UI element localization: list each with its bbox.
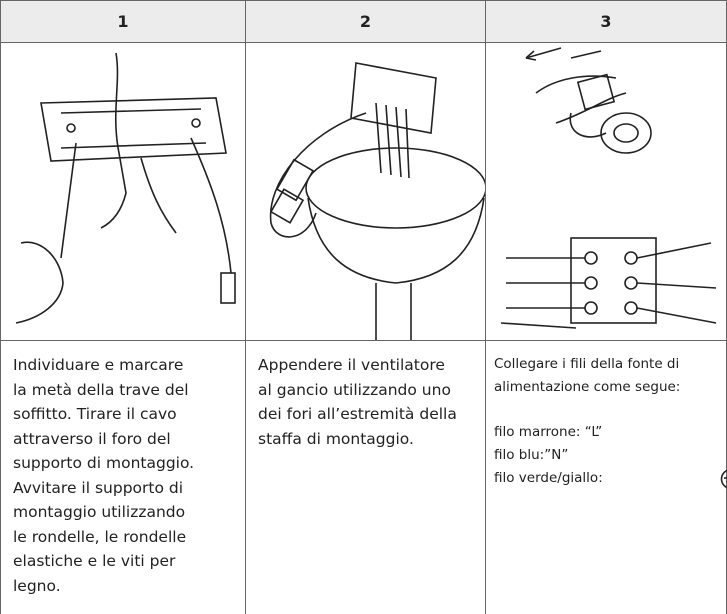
text-line: al gancio utilizzando uno	[258, 380, 451, 399]
paragraph: Individuare e marcare la metà della trave…	[13, 353, 235, 598]
text-line: staffa di montaggio.	[258, 429, 414, 448]
text-line: Individuare e marcare	[13, 356, 184, 374]
text-line: filo verde/giallo:	[494, 470, 603, 486]
illustration-cell	[0, 43, 246, 341]
step-text: Individuare e marcare la metà della trave…	[0, 341, 246, 614]
text-line: soffitto. Tirare il cavo	[13, 405, 177, 423]
step-text: Collegare i fili della fonte di alimentaz…	[486, 341, 727, 614]
illustration-mounting	[15, 52, 236, 324]
step-number: 1	[0, 0, 246, 43]
paragraph: Appendere il ventilatore al gancio utiliz…	[258, 353, 475, 451]
text-line: montaggio utilizzando	[13, 503, 186, 521]
text-line: dei fori all’estremità della	[258, 405, 457, 423]
paragraph: filo marrone: “L” filo blu:”N” filo verde/…	[494, 421, 716, 490]
illustration-cell	[486, 43, 727, 341]
text-line: elastiche e le viti per	[13, 552, 176, 570]
text-line: Appendere il ventilatore	[258, 356, 445, 374]
step-text: Appendere il ventilatore al gancio utiliz…	[246, 341, 486, 614]
illustration-cell	[246, 43, 486, 341]
text-line: Avvitare il supporto di	[13, 478, 184, 497]
paragraph: Collegare i fili della fonte di alimentaz…	[494, 353, 716, 399]
text-line: filo blu:”N”	[494, 447, 569, 463]
text-line: legno.	[13, 576, 61, 595]
earth-symbol	[720, 469, 727, 488]
step-number: 2	[246, 0, 486, 43]
text-line: supporto di montaggio.	[13, 454, 195, 472]
text-line: le rondelle, le rondelle	[13, 527, 187, 546]
text-line: filo marrone: “L”	[494, 424, 603, 440]
text-line: alimentazione come segue:	[494, 379, 681, 395]
illustration-wiring	[500, 47, 717, 329]
text-line: Collegare i fili della fonte di	[494, 356, 680, 372]
text-line: la metà della trave del	[13, 380, 189, 399]
step-number: 3	[486, 0, 727, 43]
text-line: attraverso il foro del	[13, 429, 171, 448]
illustration-hanging	[269, 62, 485, 340]
